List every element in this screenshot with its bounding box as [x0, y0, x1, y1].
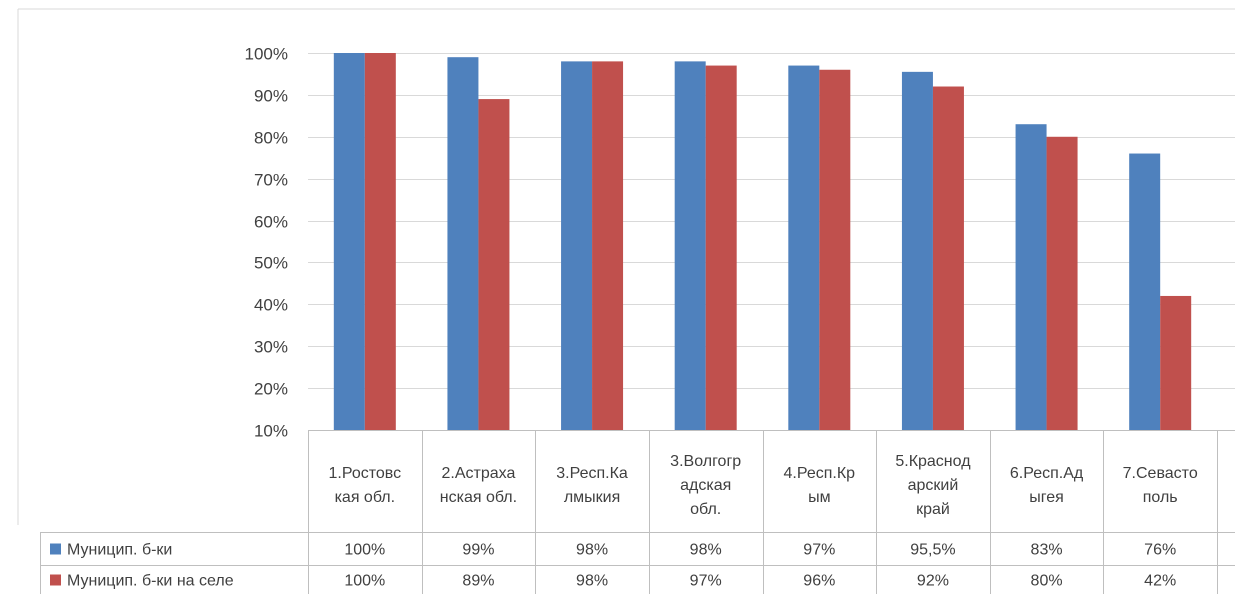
- y-tick-label: 80%: [254, 129, 288, 148]
- bar: [333, 53, 365, 430]
- y-tick-label: 50%: [254, 254, 288, 273]
- series-1: [333, 53, 1161, 431]
- category-label: 7.Севасто поль: [1123, 465, 1198, 506]
- category-label: 5.Краснод арский край: [895, 453, 971, 518]
- data-label: 99%: [462, 542, 494, 559]
- legend-key: [50, 543, 61, 555]
- bar: [478, 99, 510, 431]
- bar: [1015, 124, 1047, 430]
- data-label: 42%: [1144, 573, 1176, 590]
- category-label: 6.Респ.Ад ыгея: [1010, 465, 1084, 506]
- data-label: 95,5%: [910, 542, 955, 559]
- category-label: 4.Респ.Кр ым: [784, 465, 856, 506]
- data-table: [40, 430, 1235, 594]
- data-label: 100%: [344, 573, 385, 590]
- bar: [1160, 295, 1192, 430]
- data-label: 100%: [344, 542, 385, 559]
- bar: [705, 65, 737, 431]
- data-label: 80%: [1031, 573, 1063, 590]
- y-tick-label: 100%: [245, 45, 288, 64]
- bar: [561, 61, 593, 430]
- data-label: 83%: [1031, 542, 1063, 559]
- bar: [674, 61, 706, 430]
- bar: [447, 57, 479, 430]
- data-label: 96%: [803, 573, 835, 590]
- y-tick-label: 30%: [254, 338, 288, 357]
- bar: [819, 69, 851, 430]
- bar: [1129, 153, 1161, 431]
- gridlines: [308, 53, 1235, 431]
- data-label: 98%: [576, 542, 608, 559]
- y-tick-label: 40%: [254, 296, 288, 315]
- data-label: 97%: [690, 573, 722, 590]
- y-tick-label: 90%: [254, 87, 288, 106]
- series-2: [364, 53, 1192, 431]
- data-label: 92%: [917, 573, 949, 590]
- y-tick-label: 70%: [254, 171, 288, 190]
- legend-label: Муницип. б-ки: [67, 542, 172, 559]
- bar: [1046, 136, 1078, 430]
- data-label: 98%: [690, 542, 722, 559]
- bar: [932, 86, 964, 430]
- data-label: 76%: [1144, 542, 1176, 559]
- y-tick-label: 10%: [254, 422, 288, 441]
- data-label: 89%: [462, 573, 494, 590]
- category-label: 1.Ростовс кая обл.: [329, 465, 402, 506]
- category-label: 2.Астраха нская обл.: [440, 465, 517, 506]
- legend-label: Муницип. б-ки на селе: [67, 573, 234, 590]
- bar: [788, 65, 820, 431]
- data-label: 98%: [576, 573, 608, 590]
- bar: [592, 61, 624, 430]
- y-tick-label: 60%: [254, 213, 288, 232]
- category-label: 3.Волгогр адская обл.: [670, 453, 741, 518]
- bar: [364, 53, 396, 430]
- y-tick-label: 20%: [254, 380, 288, 399]
- legend-key: [50, 574, 61, 586]
- data-label: 97%: [803, 542, 835, 559]
- category-label: 3.Респ.Ка лмыкия: [556, 465, 628, 506]
- bar: [901, 71, 933, 430]
